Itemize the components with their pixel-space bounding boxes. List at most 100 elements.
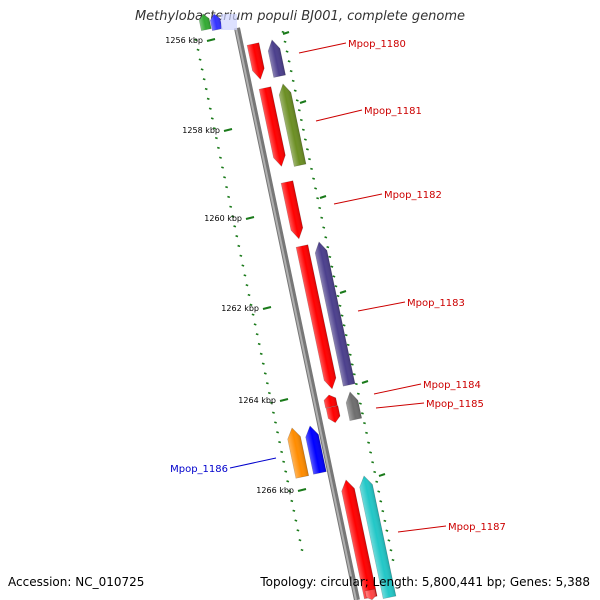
cds-arrow-1180 <box>246 42 265 80</box>
outer-major-tick <box>339 290 347 294</box>
inner-scale-tick <box>235 234 239 238</box>
outer-scale-tick <box>389 549 393 552</box>
outer-scale-tick <box>387 539 391 542</box>
major-tick <box>262 306 272 310</box>
outer-scale-tick <box>308 157 311 161</box>
cog-bar-1181 <box>278 83 307 167</box>
cds-fragment-bottom-shade <box>365 588 377 600</box>
inner-scale-tick <box>200 68 204 71</box>
inner-scale-tick <box>300 548 304 552</box>
outer-scale-tick <box>342 324 346 327</box>
outer-scale-tick <box>354 382 358 386</box>
cds-arrow-1185 <box>325 405 341 424</box>
outer-scale-tick <box>332 275 336 278</box>
inner-scale-tick <box>290 499 294 503</box>
cds-arrow-1184-shade <box>323 395 338 408</box>
outer-scale-tick <box>381 509 385 513</box>
outer-scale-tick <box>330 265 334 268</box>
cog-bar-1185 <box>345 391 363 421</box>
inner-scale-tick <box>202 78 206 81</box>
cog-fragment <box>209 13 223 32</box>
cog-fragment-shade <box>210 14 223 31</box>
inner-scale-tick <box>212 127 216 130</box>
outer-scale-tick <box>326 245 330 249</box>
scale-ticks: 1256 kbp 1258 kbp 1260 kbp 1262 kbp 1264 kbp… <box>165 30 395 562</box>
inner-scale-tick <box>272 411 275 414</box>
gene-leader-line <box>357 301 406 312</box>
outer-scale-tick <box>348 353 352 356</box>
inner-scale-tick <box>245 284 249 287</box>
outer-scale-tick <box>303 138 307 141</box>
outer-scale-tick <box>360 412 364 415</box>
outer-scale-tick <box>295 99 299 102</box>
outer-major-tick <box>319 195 327 199</box>
cds-arrow-1181-shade <box>259 86 286 167</box>
cds-arrow-1185-shade <box>326 405 341 423</box>
major-tick <box>206 38 216 42</box>
gene-label: Mpop_1182 <box>384 190 442 201</box>
inner-scale-tick <box>253 323 257 326</box>
outer-scale-tick <box>377 490 381 493</box>
outer-scale-tick <box>338 304 342 307</box>
gene-leader-line <box>229 457 277 469</box>
cds-arrow-1184 <box>323 394 338 409</box>
inner-scale-tick <box>294 519 298 522</box>
features <box>198 13 397 600</box>
outer-scale-tick <box>283 40 287 43</box>
accession-text: Accession: NC_010725 <box>8 575 145 589</box>
cds-fragment-shade <box>199 14 212 31</box>
inner-scale-tick <box>296 529 300 532</box>
inner-scale-tick <box>233 225 237 228</box>
inner-scale-tick <box>241 264 245 267</box>
summary-text: Topology: circular; Length: 5,800,441 bp… <box>260 575 590 589</box>
cog-bar-1181-shade <box>279 84 306 167</box>
gene-label: Mpop_1183 <box>407 298 465 309</box>
cds-arrow-1180-shade <box>247 42 265 80</box>
outer-scale-tick <box>352 373 356 376</box>
outer-scale-tick <box>385 529 389 532</box>
outer-scale-tick <box>312 177 316 180</box>
outer-scale-tick <box>320 216 324 219</box>
outer-scale-tick <box>363 421 366 425</box>
inner-scale-tick <box>284 470 288 473</box>
outer-scale-tick <box>371 461 375 464</box>
outer-scale-tick <box>334 285 338 288</box>
backbone-highlight <box>235 27 357 600</box>
gene-label: Mpop_1185 <box>426 399 484 410</box>
gene-leader-line <box>375 402 425 409</box>
scale-label: 1262 kbp <box>221 304 259 313</box>
inner-scale-tick <box>219 156 222 159</box>
scale-label: 1260 kbp <box>204 214 242 223</box>
cds-arrow-1183-shade <box>296 244 336 389</box>
outer-scale-tick <box>373 470 377 474</box>
cog-bar-1183-shade <box>315 242 355 387</box>
outer-scale-tick <box>356 392 360 395</box>
outer-scale-tick <box>358 402 362 405</box>
outer-scale-tick <box>299 118 303 122</box>
scale-label: 1256 kbp <box>165 36 203 45</box>
fragment-halo <box>221 14 237 30</box>
outer-scale-tick <box>379 500 383 503</box>
gene-leader-line <box>298 42 347 54</box>
cds-fragment <box>198 13 212 32</box>
outer-major-tick <box>361 380 369 384</box>
cog-bar-1186 <box>287 427 310 479</box>
cds-arrow-1187-shade <box>341 480 378 599</box>
outer-major-tick <box>299 100 307 104</box>
gene-leader-line <box>397 525 447 533</box>
backbone <box>234 27 360 600</box>
inner-scale-tick <box>198 58 202 61</box>
inner-scale-tick <box>282 460 286 463</box>
gene-leader-line <box>373 383 422 395</box>
inner-scale-tick <box>247 293 251 297</box>
cog-bar-1186-shade <box>287 428 309 479</box>
outer-scale-tick <box>344 333 348 337</box>
major-tick <box>297 488 307 492</box>
outer-scale-tick <box>281 30 285 34</box>
gene-leader-line <box>315 109 363 122</box>
inner-scale-tick <box>225 185 229 189</box>
inner-scale-tick <box>263 372 267 375</box>
major-tick <box>223 128 233 132</box>
cds-arrow-1182-shade <box>281 180 303 239</box>
